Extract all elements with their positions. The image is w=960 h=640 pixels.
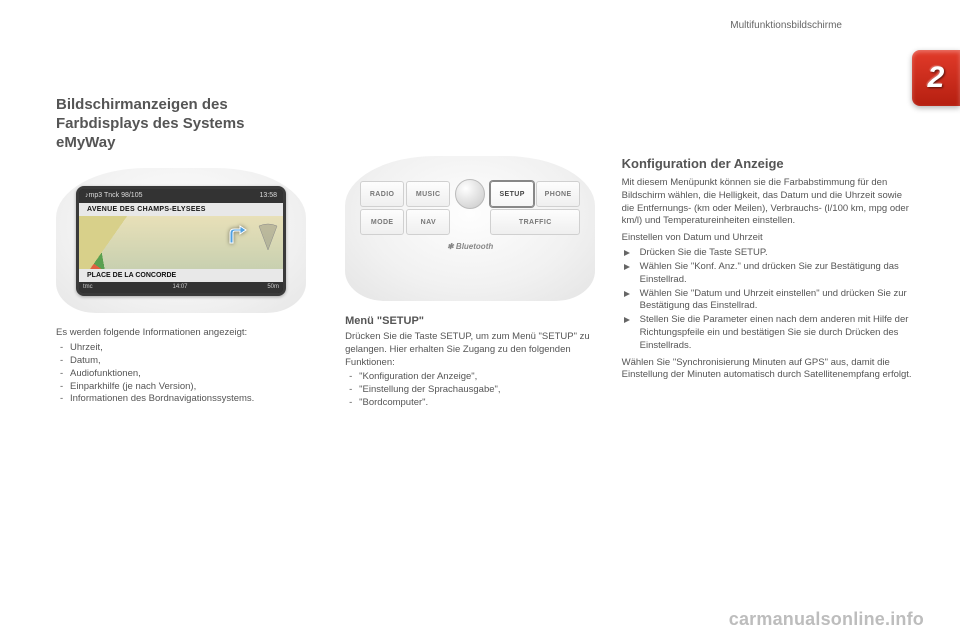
column-middle: RADIO MUSIC SETUP PHONE MODE NAV TRAFFIC… [345, 96, 598, 410]
list-item: "Konfiguration der Anzeige", [345, 371, 598, 384]
nav-top-left: ♪mp3 Tnck 98/105 [85, 192, 142, 199]
setup-intro: Drücken Sie die Taste SETUP, um zum Menü… [345, 331, 598, 369]
list-item: Audiofunktionen, [56, 368, 321, 381]
radio-panel-illustration: RADIO MUSIC SETUP PHONE MODE NAV TRAFFIC… [345, 156, 595, 301]
action-list: Drücken Sie die Taste SETUP. Wählen Sie … [622, 247, 912, 353]
mode-button: MODE [360, 209, 404, 235]
gps-sync-para: Wählen Sie "Synchronisierung Minuten auf… [622, 357, 912, 383]
nav-street-1: AVENUE DES CHAMPS-ELYSEES [79, 203, 283, 216]
list-item: Informationen des Bordnavigationssystems… [56, 393, 321, 406]
traffic-button: TRAFFIC [490, 209, 580, 235]
content-columns: Bildschirmanzeigen des Farbdisplays des … [56, 96, 912, 410]
column-left: Bildschirmanzeigen des Farbdisplays des … [56, 96, 321, 410]
config-heading: Konfiguration der Anzeige [622, 156, 912, 171]
phone-button: PHONE [536, 181, 580, 207]
nav-bottom-left: tmc [83, 284, 93, 290]
radio-button: RADIO [360, 181, 404, 207]
title-line-3: eMyWay [56, 134, 321, 153]
nav-top-right: 13:58 [259, 192, 277, 199]
action-item: Stellen Sie die Parameter einen nach dem… [622, 314, 912, 352]
right-body: Mit diesem Menüpunkt können sie die Farb… [622, 177, 912, 382]
music-button: MUSIC [406, 181, 450, 207]
main-title: Bildschirmanzeigen des Farbdisplays des … [56, 96, 321, 152]
nav-bottom-mid: 14:07 [172, 284, 187, 290]
chapter-number: 2 [928, 61, 945, 95]
list-item: "Einstellung der Sprachausgabe", [345, 384, 598, 397]
nav-button: NAV [406, 209, 450, 235]
setup-button: SETUP [490, 181, 534, 207]
action-item: Drücken Sie die Taste SETUP. [622, 247, 912, 260]
title-line-1: Bildschirmanzeigen des [56, 96, 321, 115]
nav-topbar: ♪mp3 Tnck 98/105 13:58 [79, 189, 283, 203]
nav-bottombar: tmc 14:07 50m [79, 282, 283, 293]
nav-map [79, 216, 283, 269]
nav-screen-illustration: ♪mp3 Tnck 98/105 13:58 AVENUE DES CHAMPS… [56, 168, 306, 313]
manual-page: Multifunktionsbildschirme 2 Bildschirman… [0, 0, 960, 640]
bluetooth-label: ✱ Bluetooth [359, 242, 581, 251]
button-row-2: MODE NAV TRAFFIC [359, 208, 581, 236]
list-item: Einparkhilfe (je nach Version), [56, 381, 321, 394]
nav-display: ♪mp3 Tnck 98/105 13:58 AVENUE DES CHAMPS… [76, 186, 286, 296]
page-header: Multifunktionsbildschirme [56, 20, 912, 54]
datetime-subheading: Einstellen von Datum und Uhrzeit [622, 232, 912, 245]
watermark: carmanualsonline.info [729, 609, 924, 630]
left-body: Es werden folgende Informationen angezei… [56, 327, 321, 406]
mid-body: Drücken Sie die Taste SETUP, um zum Menü… [345, 331, 598, 410]
list-item: "Bordcomputer". [345, 397, 598, 410]
view-cone-icon [257, 222, 279, 252]
section-label: Multifunktionsbildschirme [730, 20, 842, 31]
action-item: Wählen Sie "Konf. Anz." und drücken Sie … [622, 261, 912, 287]
title-line-2: Farbdisplays des Systems [56, 115, 321, 134]
setup-heading: Menü "SETUP" [345, 315, 598, 327]
turn-arrow-icon [225, 224, 249, 248]
control-dial-icon [455, 179, 485, 209]
config-para: Mit diesem Menüpunkt können sie die Farb… [622, 177, 912, 228]
column-right: Konfiguration der Anzeige Mit diesem Men… [622, 96, 912, 410]
button-row-1: RADIO MUSIC SETUP PHONE [359, 180, 581, 208]
chapter-tab: 2 [912, 50, 960, 106]
info-list: Uhrzeit, Datum, Audiofunktionen, Einpark… [56, 342, 321, 406]
nav-street-2: PLACE DE LA CONCORDE [79, 269, 283, 282]
list-item: Datum, [56, 355, 321, 368]
info-intro: Es werden folgende Informationen angezei… [56, 327, 321, 340]
radio-buttons: RADIO MUSIC SETUP PHONE MODE NAV TRAFFIC… [359, 180, 581, 281]
nav-bottom-right: 50m [267, 284, 279, 290]
list-item: Uhrzeit, [56, 342, 321, 355]
action-item: Wählen Sie "Datum und Uhrzeit einstellen… [622, 288, 912, 314]
setup-list: "Konfiguration der Anzeige", "Einstellun… [345, 371, 598, 409]
